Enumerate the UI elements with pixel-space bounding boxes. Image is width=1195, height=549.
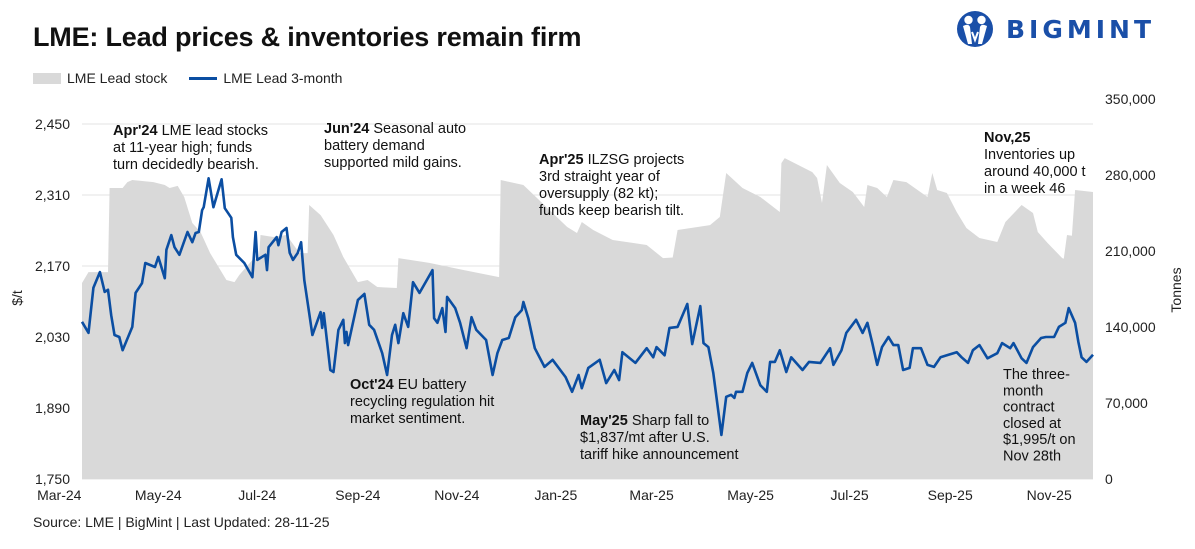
x-tick-label: Mar-25 bbox=[629, 487, 674, 503]
annotation: The three-month contract closed at $1,995/t… bbox=[1003, 367, 1076, 465]
y-tick-label-left: 2,170 bbox=[35, 258, 70, 274]
annotation-text: market sentiment. bbox=[350, 411, 465, 427]
y-tick-label-right: 140,000 bbox=[1105, 319, 1156, 335]
price-line-series bbox=[80, 177, 1094, 437]
annotation-date: Oct'24 bbox=[350, 377, 394, 393]
annotation-text: around 40,000 t bbox=[984, 164, 1086, 180]
annotation: Oct'24 EU battery recycling regulation hi… bbox=[350, 377, 494, 427]
y-tick-label-right: 70,000 bbox=[1105, 395, 1148, 411]
x-tick-label: May-24 bbox=[135, 487, 182, 503]
y-tick-label-right: 0 bbox=[1105, 471, 1113, 487]
annotation-text: Nov 28th bbox=[1003, 449, 1061, 465]
annotation: Jun'24 Seasonal auto battery demand suppor… bbox=[324, 121, 466, 171]
annotations: Apr'24 LME lead stocks at 11-year high; f… bbox=[113, 121, 1086, 465]
axis-ticks: 1,750 1,890 2,030 2,170 2,310 2,450 0 70,000 140… bbox=[35, 91, 1156, 503]
annotation-text: EU battery bbox=[394, 377, 467, 393]
annotation-text: contract bbox=[1003, 400, 1055, 416]
y-axis-title-right: Tonnes bbox=[1168, 267, 1184, 312]
source-note: Source: LME | BigMint | Last Updated: 28… bbox=[33, 514, 330, 530]
annotation-text: ILZSG projects bbox=[584, 152, 685, 168]
annotation-text: oversupply (82 kt); bbox=[539, 186, 658, 202]
y-tick-label-left: 2,030 bbox=[35, 329, 70, 345]
annotation-text: supported mild gains. bbox=[324, 155, 462, 171]
annotation-text: battery demand bbox=[324, 138, 425, 154]
annotation-text: turn decidedly bearish. bbox=[113, 157, 259, 173]
logo-text: BIGMINT bbox=[1006, 14, 1156, 44]
x-tick-label: Jul-24 bbox=[238, 487, 276, 503]
x-tick-label: Sep-24 bbox=[335, 487, 380, 503]
y-tick-label-right: 350,000 bbox=[1105, 91, 1156, 107]
legend-label-stock: LME Lead stock bbox=[67, 70, 168, 86]
annotation-date: Nov,25 bbox=[984, 130, 1030, 146]
y-tick-label-left: 2,450 bbox=[35, 116, 70, 132]
annotation-text: $1,837/mt after U.S. bbox=[580, 430, 710, 446]
annotation-text: funds keep bearish tilt. bbox=[539, 203, 684, 219]
annotation-text: Sharp fall to bbox=[628, 413, 709, 429]
y-axis-title-left: $/t bbox=[9, 290, 25, 306]
y-tick-label-left: 2,310 bbox=[35, 187, 70, 203]
annotation-text: Inventories up bbox=[984, 147, 1075, 163]
legend: LME Lead stock LME Lead 3-month bbox=[33, 70, 342, 86]
legend-swatch-stock bbox=[33, 72, 61, 84]
annotation-text: tariff hike announcement bbox=[580, 447, 739, 463]
x-tick-label: Mar-24 bbox=[37, 487, 82, 503]
x-tick-label: May-25 bbox=[727, 487, 774, 503]
annotation-text: The three- bbox=[1003, 367, 1070, 383]
annotation: Apr'24 LME lead stocks at 11-year high; f… bbox=[113, 123, 268, 173]
y-tick-label-right: 280,000 bbox=[1105, 167, 1156, 183]
x-tick-label: Jan-25 bbox=[534, 487, 577, 503]
annotation-text: in a week 46 bbox=[984, 181, 1065, 197]
x-tick-label: Sep-25 bbox=[928, 487, 973, 503]
stock-area-series bbox=[82, 158, 1093, 479]
annotation-date: Jun'24 bbox=[324, 121, 369, 137]
chart-title: LME: Lead prices & inventories remain fi… bbox=[33, 22, 582, 52]
legend-label-price: LME Lead 3-month bbox=[223, 70, 343, 86]
annotation: Apr'25 ILZSG projects 3rd straight year o… bbox=[539, 152, 684, 219]
annotation-text: Seasonal auto bbox=[369, 121, 466, 137]
annotation-date: Apr'25 bbox=[539, 152, 584, 168]
y-tick-label-right: 210,000 bbox=[1105, 243, 1156, 259]
annotation-text: $1,995/t on bbox=[1003, 432, 1076, 448]
annotation-text: month bbox=[1003, 383, 1043, 399]
annotation: Nov,25 Inventories up around 40,000 t in a … bbox=[984, 130, 1086, 197]
annotation-text: 3rd straight year of bbox=[539, 169, 661, 185]
x-tick-label: Jul-25 bbox=[831, 487, 869, 503]
x-tick-label: Nov-24 bbox=[434, 487, 479, 503]
bigmint-logo: BIGMINT bbox=[956, 10, 1155, 48]
y-tick-label-left: 1,750 bbox=[35, 471, 70, 487]
y-tick-label-left: 1,890 bbox=[35, 400, 70, 416]
annotation-date: May'25 bbox=[580, 413, 628, 429]
annotation-text: LME lead stocks bbox=[158, 123, 268, 139]
annotation-text: at 11-year high; funds bbox=[113, 140, 252, 156]
annotation-text: recycling regulation hit bbox=[350, 394, 494, 410]
x-tick-label: Nov-25 bbox=[1027, 487, 1072, 503]
people-logo-icon bbox=[957, 11, 993, 47]
legend-swatch-price bbox=[189, 76, 218, 80]
annotation-text: closed at bbox=[1003, 416, 1061, 432]
annotation: May'25 Sharp fall to $1,837/mt after U.S.… bbox=[580, 413, 739, 463]
annotation-date: Apr'24 bbox=[113, 123, 158, 139]
